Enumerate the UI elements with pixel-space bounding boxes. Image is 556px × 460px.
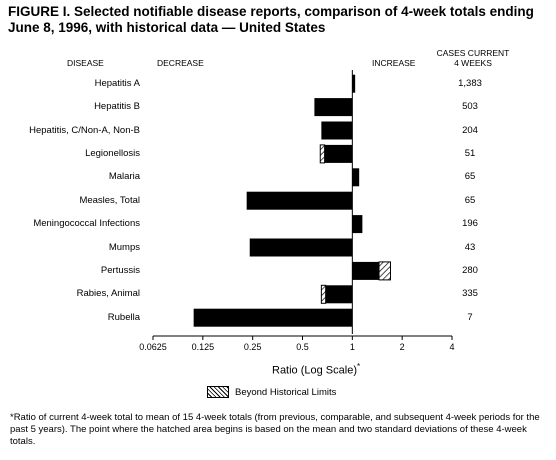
disease-label: Meningococcal Infections bbox=[33, 218, 140, 230]
case-count: 280 bbox=[462, 264, 478, 276]
case-count: 65 bbox=[464, 171, 476, 183]
ratio-bar bbox=[314, 98, 353, 117]
case-count: 7 bbox=[467, 311, 473, 323]
beyond-limit-hatch bbox=[320, 284, 327, 304]
ratio-bar bbox=[193, 308, 353, 327]
x-tick-label: 0.5 bbox=[296, 342, 309, 352]
beyond-limit-hatch bbox=[319, 144, 326, 164]
case-count: 503 bbox=[462, 101, 478, 113]
figure-title: FIGURE I. Selected notifiable disease re… bbox=[8, 4, 534, 35]
cases-header-line2: 4 WEEKS bbox=[454, 58, 492, 68]
ratio-bar bbox=[249, 238, 353, 257]
case-count: 51 bbox=[464, 147, 476, 159]
disease-header: DISEASE bbox=[67, 58, 104, 68]
ratio-bar bbox=[352, 74, 356, 93]
case-count: 43 bbox=[464, 241, 476, 253]
ratio-bar bbox=[321, 285, 353, 304]
ratio-bar bbox=[352, 168, 360, 187]
ratio-bar bbox=[321, 121, 353, 140]
case-count: 65 bbox=[464, 194, 476, 206]
ratio-bar bbox=[246, 191, 353, 210]
x-axis-title: Ratio (Log Scale)* bbox=[272, 362, 360, 377]
case-count: 1,383 bbox=[458, 77, 482, 89]
x-tick-label: 2 bbox=[400, 342, 405, 352]
disease-label: Hepatitis A bbox=[94, 77, 140, 89]
disease-label: Rubella bbox=[107, 311, 140, 323]
x-tick-label: 0.25 bbox=[244, 342, 262, 352]
legend-label: Beyond Historical Limits bbox=[235, 386, 337, 398]
disease-label: Measles, Total bbox=[79, 194, 140, 206]
x-axis-title-text: Ratio (Log Scale) bbox=[272, 364, 357, 377]
x-tick-label: 0.125 bbox=[192, 342, 215, 352]
disease-label: Mumps bbox=[108, 241, 140, 253]
case-count: 204 bbox=[462, 124, 478, 136]
increase-header: INCREASE bbox=[372, 58, 416, 68]
case-count: 335 bbox=[462, 288, 478, 300]
legend-hatch-swatch bbox=[207, 386, 229, 398]
disease-label: Hepatitis, C/Non-A, Non-B bbox=[29, 124, 140, 136]
x-axis-footnote-marker: * bbox=[357, 362, 361, 371]
x-tick-label: 0.0625 bbox=[139, 342, 167, 352]
ratio-bar bbox=[320, 144, 353, 163]
disease-label: Hepatitis B bbox=[94, 101, 140, 113]
footnote: *Ratio of current 4-week total to mean o… bbox=[10, 412, 540, 447]
disease-label: Legionellosis bbox=[85, 147, 140, 159]
disease-label: Rabies, Animal bbox=[76, 288, 140, 300]
cases-header-line1: CASES CURRENT bbox=[436, 48, 510, 58]
disease-label: Malaria bbox=[108, 171, 140, 183]
case-count: 196 bbox=[462, 218, 478, 230]
x-tick-label: 1 bbox=[350, 342, 355, 352]
x-tick-label: 4 bbox=[449, 342, 454, 352]
ratio-bar bbox=[352, 215, 363, 234]
legend: Beyond Historical Limits bbox=[207, 386, 336, 398]
disease-label: Pertussis bbox=[100, 264, 140, 276]
beyond-limit-hatch bbox=[378, 261, 391, 281]
decrease-header: DECREASE bbox=[157, 58, 204, 68]
